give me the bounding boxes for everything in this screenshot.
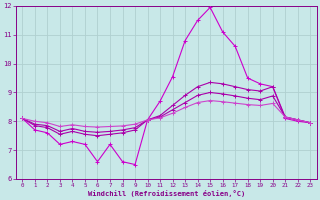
X-axis label: Windchill (Refroidissement éolien,°C): Windchill (Refroidissement éolien,°C) bbox=[88, 190, 245, 197]
